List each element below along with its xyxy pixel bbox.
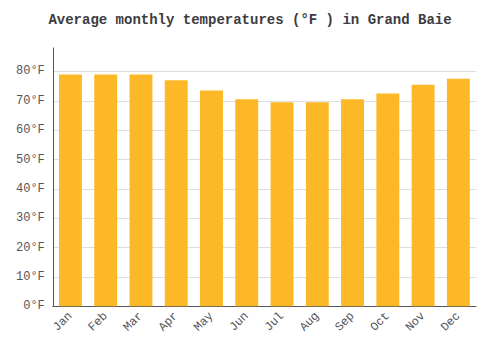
svg-text:Feb: Feb — [85, 309, 110, 334]
svg-text:60°F: 60°F — [16, 123, 45, 137]
svg-text:70°F: 70°F — [16, 94, 45, 108]
svg-text:Jan: Jan — [50, 309, 75, 334]
svg-text:20°F: 20°F — [16, 241, 45, 255]
svg-text:Mar: Mar — [121, 309, 146, 334]
svg-text:Oct: Oct — [368, 309, 393, 334]
svg-text:50°F: 50°F — [16, 153, 45, 167]
svg-text:Average monthly temperatures (: Average monthly temperatures (°F ) in Gr… — [48, 12, 451, 28]
svg-text:Nov: Nov — [403, 309, 428, 334]
svg-text:0°F: 0°F — [23, 299, 45, 313]
svg-text:Jun: Jun — [227, 309, 252, 334]
svg-text:10°F: 10°F — [16, 270, 45, 284]
svg-text:40°F: 40°F — [16, 182, 45, 196]
svg-text:Dec: Dec — [438, 309, 463, 334]
svg-text:Apr: Apr — [156, 309, 181, 334]
svg-text:Sep: Sep — [332, 309, 357, 334]
svg-text:80°F: 80°F — [16, 64, 45, 78]
svg-text:Jul: Jul — [262, 309, 287, 334]
svg-text:Aug: Aug — [297, 309, 322, 334]
svg-text:30°F: 30°F — [16, 211, 45, 225]
svg-text:May: May — [191, 309, 216, 334]
